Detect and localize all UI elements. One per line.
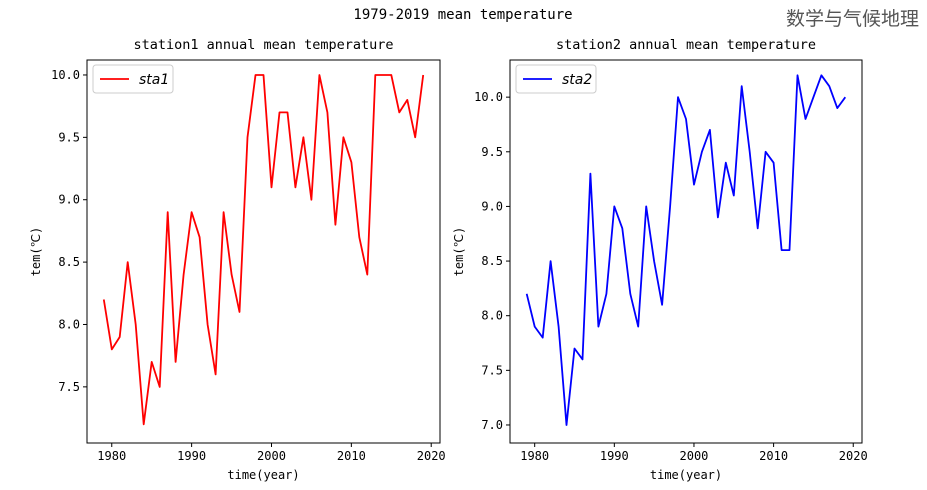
x-tick-label: 2020 bbox=[417, 449, 446, 463]
series-line-sta1 bbox=[102, 74, 425, 426]
x-tick-label: 1980 bbox=[520, 449, 549, 463]
x-tick-label: 1990 bbox=[600, 449, 629, 463]
y-tick-label: 8.0 bbox=[58, 317, 80, 331]
y-tick-label: 8.5 bbox=[58, 255, 80, 269]
y-tick-label: 8.5 bbox=[481, 254, 503, 268]
x-tick-label: 1990 bbox=[177, 449, 206, 463]
legend-label: sta1 bbox=[139, 72, 169, 88]
y-tick-label: 7.5 bbox=[481, 363, 503, 377]
y-axis-label: tem(℃) bbox=[29, 227, 43, 277]
x-axis-label: time(year) bbox=[227, 468, 299, 482]
x-tick-label: 2010 bbox=[337, 449, 366, 463]
y-tick-label: 7.5 bbox=[58, 380, 80, 394]
x-tick-label: 1980 bbox=[97, 449, 126, 463]
suptitle: 1979-2019 mean temperature bbox=[353, 7, 572, 23]
y-tick-label: 9.0 bbox=[481, 199, 503, 213]
x-tick-label: 2000 bbox=[680, 449, 709, 463]
chart-title: station2 annual mean temperature bbox=[556, 37, 816, 53]
y-tick-label: 8.0 bbox=[481, 309, 503, 323]
y-tick-label: 10.0 bbox=[474, 90, 503, 104]
x-tick-label: 2010 bbox=[759, 449, 788, 463]
legend-label: sta2 bbox=[562, 72, 592, 88]
y-tick-label: 9.5 bbox=[481, 145, 503, 159]
x-tick-label: 2020 bbox=[839, 449, 868, 463]
watermark: 数学与气候地理 bbox=[785, 8, 919, 30]
chart-title: station1 annual mean temperature bbox=[133, 37, 393, 53]
y-tick-label: 7.0 bbox=[481, 418, 503, 432]
plot-frame bbox=[86, 59, 441, 444]
y-tick-label: 9.5 bbox=[58, 130, 80, 144]
y-axis-label: tem(℃) bbox=[452, 227, 466, 277]
y-tick-label: 10.0 bbox=[51, 68, 80, 82]
x-tick-label: 2000 bbox=[257, 449, 286, 463]
legend-box bbox=[515, 64, 597, 94]
x-axis-label: time(year) bbox=[650, 468, 722, 482]
y-tick-label: 9.0 bbox=[58, 193, 80, 207]
legend-box bbox=[92, 64, 174, 94]
series-line-sta2 bbox=[525, 74, 847, 426]
plot-frame bbox=[509, 59, 863, 444]
